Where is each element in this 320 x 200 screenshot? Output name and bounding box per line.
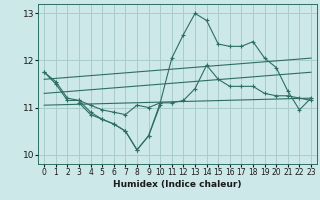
- X-axis label: Humidex (Indice chaleur): Humidex (Indice chaleur): [113, 180, 242, 189]
